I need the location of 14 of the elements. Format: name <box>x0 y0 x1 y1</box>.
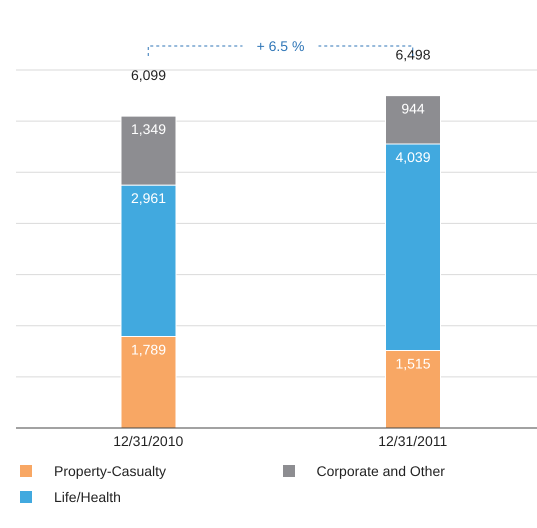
total-label: 6,498 <box>395 46 431 63</box>
x-tick-label: 12/31/2011 <box>378 432 448 449</box>
text: + 6.5 % <box>256 38 304 54</box>
x-tick-label: 12/31/2010 <box>113 432 184 449</box>
legend-label: Life/Health <box>54 489 121 505</box>
total-label: 6,099 <box>130 67 166 84</box>
data-label: 944 <box>401 100 425 117</box>
legend-label: Property-Casualty <box>54 463 166 479</box>
data-label: 1,515 <box>395 356 431 372</box>
legend-label: Corporate and Other <box>316 463 445 479</box>
data-label: 2,961 <box>130 190 166 206</box>
data-label: 1,349 <box>130 121 166 138</box>
data-label: 4,039 <box>395 148 431 165</box>
data-label: 1,789 <box>130 342 166 358</box>
